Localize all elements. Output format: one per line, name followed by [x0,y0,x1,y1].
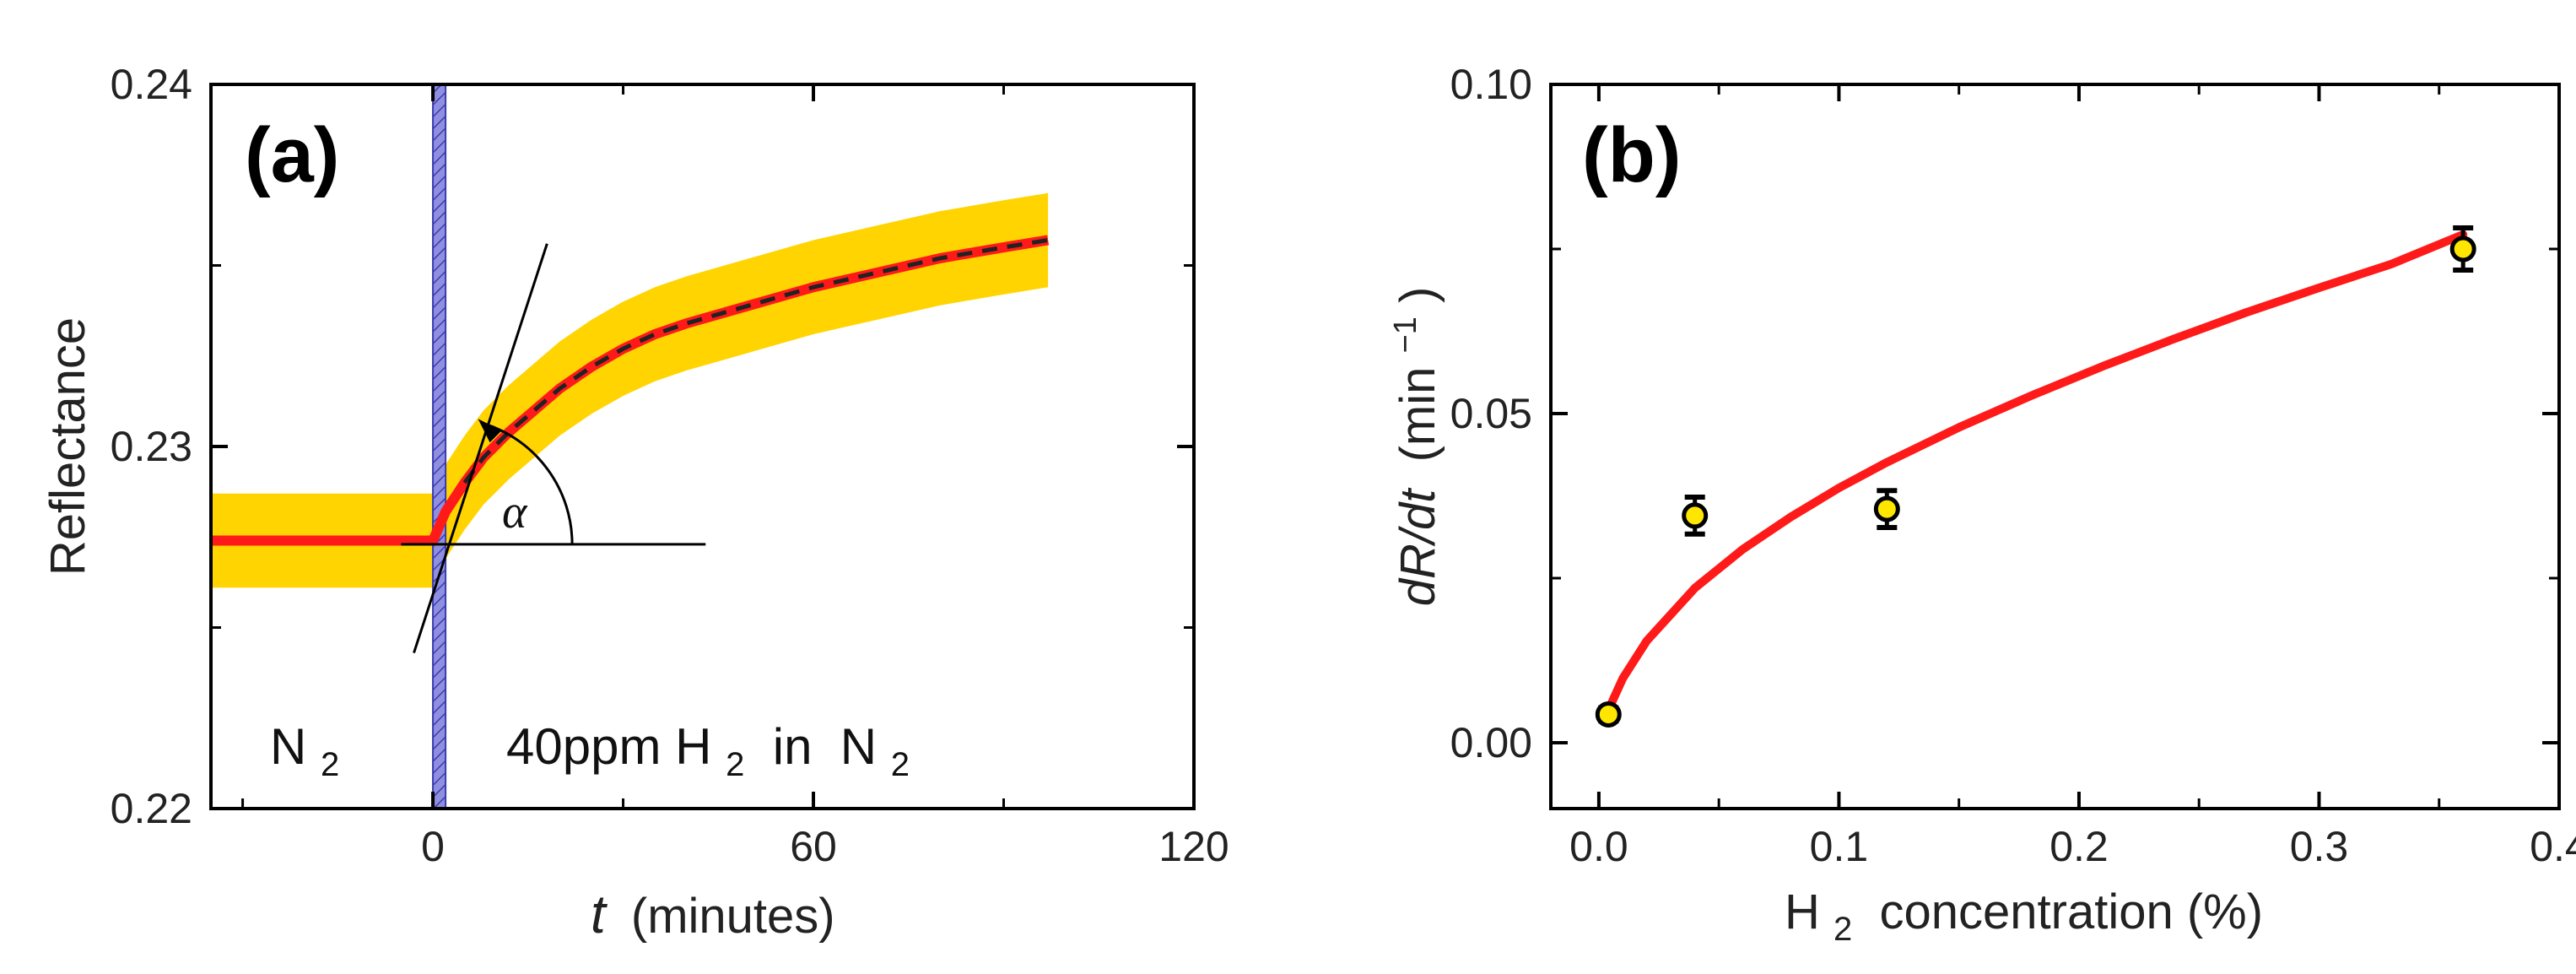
panel-b-x-axis-post: concentration (%) [1866,885,2263,939]
reflectance-uncertainty-band [211,192,1049,588]
panel-a-gas-label: 40ppm H 2 in N 2 [506,718,910,787]
gas-label-subscript-2: 2 [891,746,910,783]
panel-a-label: (a) [245,112,339,198]
panel-b-y-axis-var: dR/dt [1391,487,1445,607]
panel-a-y-tick-label: 0.22 [111,785,192,832]
panel-b-chart: 0.0 0.1 0.2 0.3 0.4 0.00 0.05 0.10 (b) dR/dt (m… [1372,61,2576,951]
panel-a-x-tick-label: 120 [1158,823,1229,870]
panel-b-x-tick-label: 0.2 [2049,823,2109,870]
tangent-line [413,243,548,653]
panel-a-y-axis-title: Reflectance [41,317,95,576]
panel-b-frame [1549,83,2561,810]
panel-b-y-axis-unit: (min [1391,367,1445,476]
reflectance-fit-dashed [462,238,1049,484]
panel-a-y-tick-label: 0.24 [111,61,192,108]
panel-b-x-axis-title: H 2 concentration (%) [1785,885,2263,951]
panel-b-label: (b) [1582,112,1681,198]
panel-b-y-tick-label: 0.00 [1450,719,1532,766]
panel-a-x-tick-label: 60 [790,823,837,870]
panel-a-x-axis-var: t [591,884,608,944]
n2-text: N [270,718,306,775]
panel-b-x-axis-sub: 2 [1833,911,1852,948]
panel-a-x-axis-unit: (minutes) [631,889,835,944]
panel-b-x-tick-label: 0.3 [2290,823,2349,870]
panel-a-frame [209,83,1196,810]
data-point [1595,701,1622,728]
panel-a-plot-area [211,84,1050,809]
panel-b-plot-area [1595,225,2476,728]
panel-a-x-axis-title: t (minutes) [591,884,835,944]
gas-switch-region [432,84,447,809]
data-point [1873,495,1900,522]
panel-a-ticks: 0 60 120 0.22 0.23 0.24 [111,61,1229,870]
angle-arrowhead [478,419,502,443]
panel-b-y-tick-label: 0.10 [1450,61,1532,108]
panel-b-y-axis-title: dR/dt (min −1 ) [1372,287,1445,607]
panel-b-y-axis-unit-sup: −1 [1388,317,1423,353]
panel-b-x-axis-pre: H [1785,885,1820,939]
data-point [1682,502,1709,529]
panel-a-n2-label: N 2 [270,718,339,783]
gas-label-subscript: 2 [726,746,744,783]
panel-b-y-tick-label: 0.05 [1450,390,1532,437]
panel-b-ticks: 0.0 0.1 0.2 0.3 0.4 0.00 0.05 0.10 [1450,61,2576,870]
panel-b-x-tick-label: 0.1 [1810,823,1869,870]
panel-a-angle-label: α [502,486,528,538]
panel-b-x-tick-label: 0.4 [2530,823,2576,870]
gas-label-rest: in N [759,718,877,775]
gas-label-text: 40ppm H [506,718,711,775]
fit-curve [1604,230,2468,714]
panel-a-x-tick-label: 0 [421,823,445,870]
panel-b-x-tick-label: 0.0 [1569,823,1628,870]
panel-a-y-tick-label: 0.23 [111,423,192,470]
panel-b-y-axis-unit-close: ) [1391,287,1445,303]
panel-a-chart: 0 60 120 0.22 0.23 0.24 (a) Reflectance t (mi… [41,61,1229,944]
angle-arc [484,422,574,544]
n2-subscript: 2 [321,746,339,783]
data-point [2449,235,2476,262]
